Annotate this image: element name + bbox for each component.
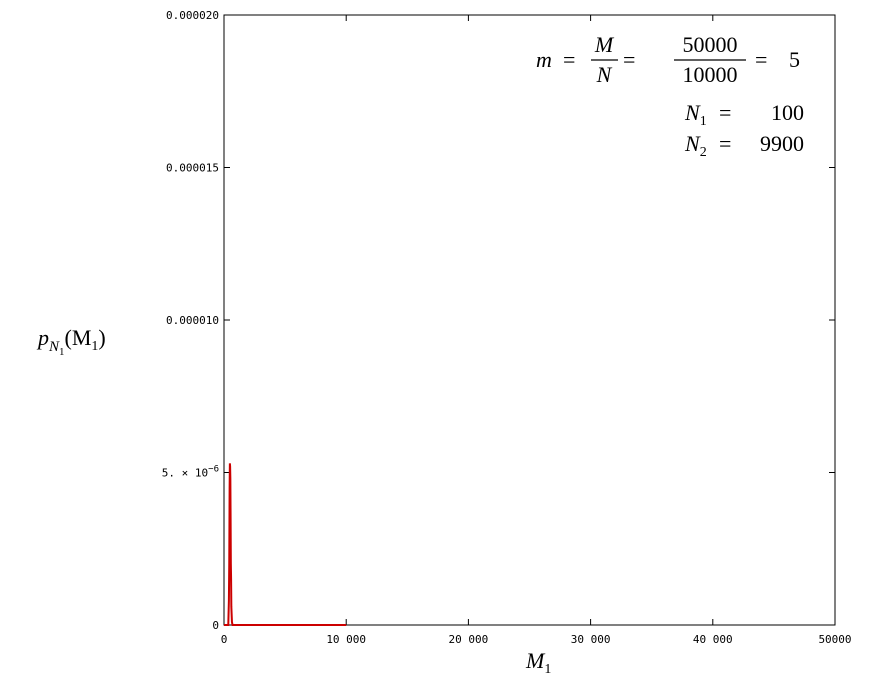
y-tick-label-text: 5. × 10 <box>162 467 208 480</box>
annot-N1-base: N <box>684 100 701 125</box>
y-label-close: ) <box>98 325 105 350</box>
x-tick-label: 40 000 <box>693 633 733 646</box>
annot-eq: = <box>755 47 767 72</box>
y-axis-label: pN1(M1) <box>36 325 106 358</box>
data-line <box>224 463 347 626</box>
plot-frame <box>223 14 836 626</box>
x-label-base: M <box>525 648 546 673</box>
y-tick-label: 0.000010 <box>166 314 219 327</box>
annot-m: m <box>536 47 552 72</box>
x-label-sub: 1 <box>544 662 551 677</box>
annot-N1-value: 100 <box>771 100 804 125</box>
x-tick-label: 50000 <box>818 633 851 646</box>
y-label-inner-sub: 1 <box>91 339 98 354</box>
annot-N2-sub: 2 <box>700 145 707 160</box>
annot-eq: = <box>719 131 731 156</box>
annot-eq: = <box>563 47 575 72</box>
annot-denominator: 10000 <box>683 62 738 87</box>
y-label-open: (M <box>65 325 92 350</box>
x-axis-label: M1 <box>525 648 551 677</box>
y-label-sub: N <box>48 339 60 355</box>
y-tick-label: 0.000020 <box>166 9 219 22</box>
y-tick-label-text: 0.000010 <box>166 314 219 327</box>
y-tick-label: 5. × 10−6 <box>162 465 219 480</box>
annot-N2-base: N <box>684 131 701 156</box>
x-tick-label: 30 000 <box>571 633 611 646</box>
y-tick-label: 0.000015 <box>166 162 219 175</box>
annot-eq: = <box>623 47 635 72</box>
annot-result: 5 <box>789 47 800 72</box>
annot-numerator: 50000 <box>683 32 738 57</box>
y-tick-label: 0 <box>212 619 219 632</box>
annot-M: M <box>594 32 615 57</box>
annot-N1-sub: 1 <box>700 114 707 129</box>
annot-eq: = <box>719 100 731 125</box>
y-label-base: p <box>36 325 49 350</box>
y-label-subsub: 1 <box>59 346 65 358</box>
y-tick-label-text: 0.000020 <box>166 9 219 22</box>
annot-N2-value: 9900 <box>760 131 804 156</box>
x-tick-label: 20 000 <box>449 633 489 646</box>
annot-N2: N2 <box>684 131 707 160</box>
annot-N: N <box>596 62 613 87</box>
x-tick-label: 0 <box>221 633 228 646</box>
x-tick-label: 10 000 <box>326 633 366 646</box>
y-tick-label-exponent: −6 <box>208 465 219 475</box>
annot-N1: N1 <box>684 100 707 129</box>
